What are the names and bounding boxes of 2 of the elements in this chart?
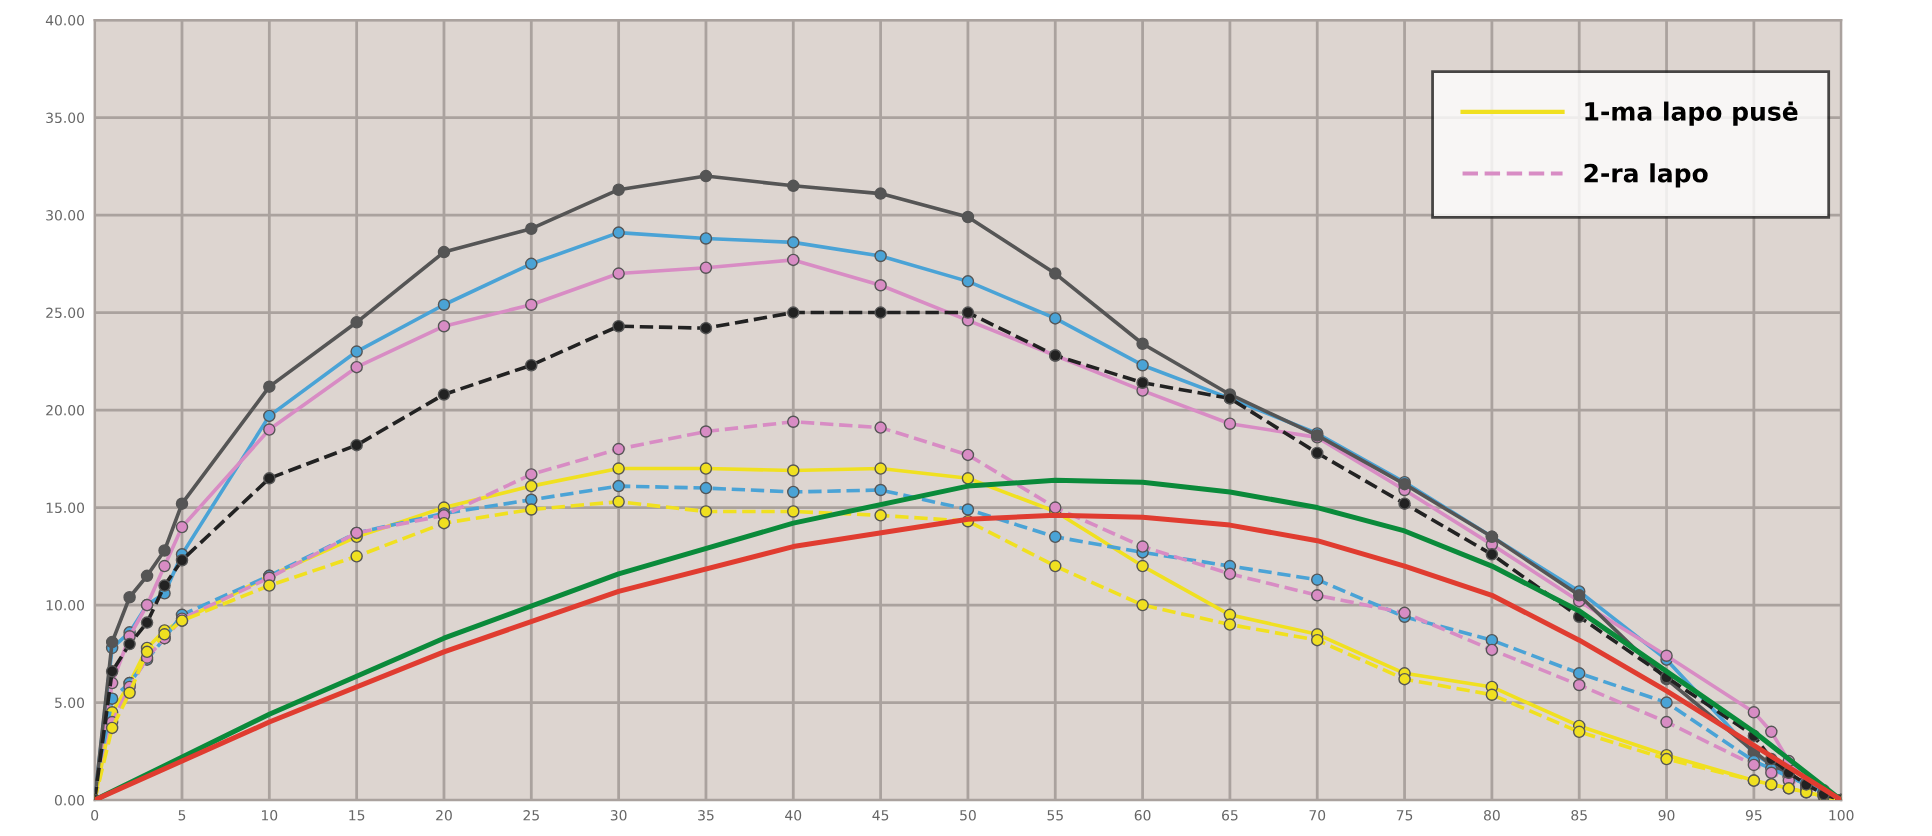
legend-label: 2-ra lapo [1584,163,1708,188]
legend-label: 1-ma lapo pusė [1585,101,1798,126]
